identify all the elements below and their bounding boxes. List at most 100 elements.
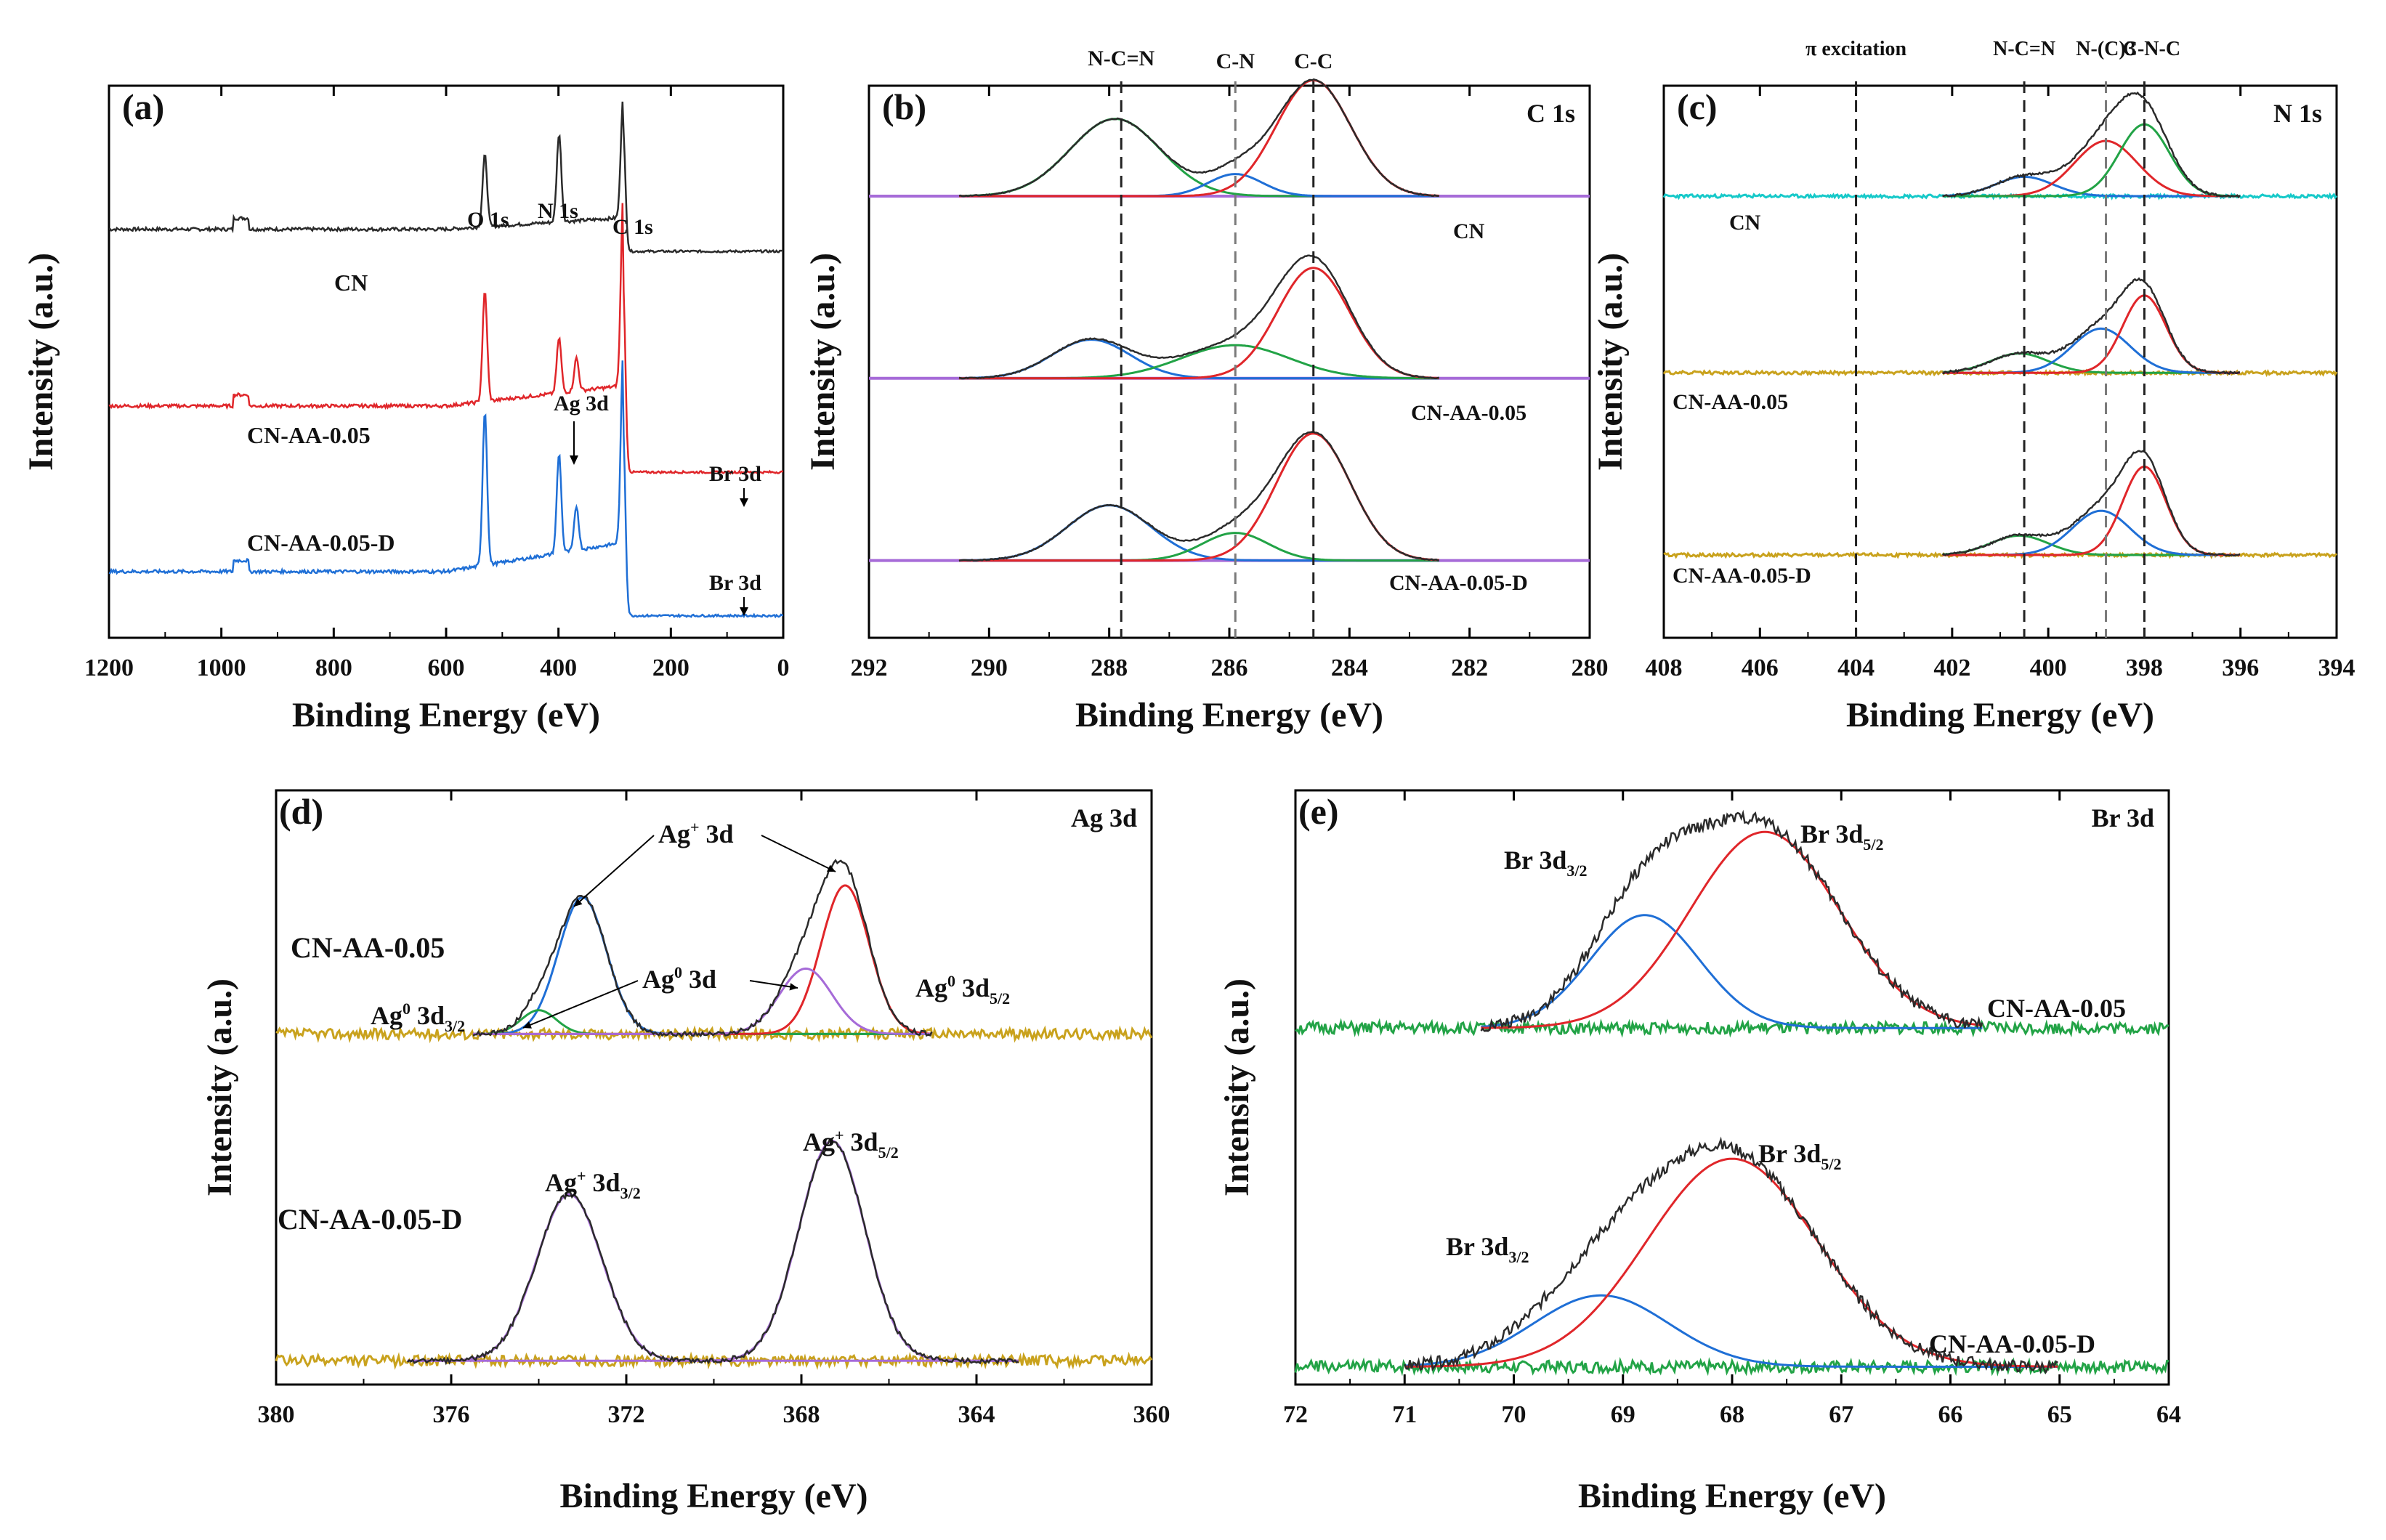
raw-envelope	[1480, 809, 1983, 1032]
fit-component-red	[959, 432, 1439, 562]
b-y-axis-label: Intensity (a.u.)	[804, 253, 842, 471]
survey-series-label: CN-AA-0.05-D	[247, 530, 395, 556]
a-x-axis-label: Binding Energy (eV)	[292, 696, 600, 734]
ag3d-peak-annotation: Ag+ 3d	[658, 818, 734, 848]
fit-component-blue	[1404, 1294, 2058, 1368]
fit-component-red	[1404, 1157, 2058, 1368]
fit-component-blue	[1481, 914, 1983, 1029]
br3d-peak-annotation: Br 3d5/2	[1758, 1139, 1842, 1173]
e-xtick-label: 71	[1392, 1401, 1417, 1428]
b-plot-frame	[868, 84, 1591, 639]
panel-d: 380 376 372 368 364 360 Binding Energy (eV) Int…	[201, 789, 1170, 1515]
ag3d-series-label: CN-AA-0.05	[291, 931, 445, 964]
ag-plus-arrow-right-head	[827, 864, 836, 872]
b-xtick-label: 282	[1451, 654, 1488, 681]
a-panel-label: (a)	[122, 86, 164, 127]
e-xtick-label: 69	[1611, 1401, 1635, 1428]
e-xtick-label: 65	[2047, 1401, 2072, 1428]
d-y-axis-label: Intensity (a.u.)	[201, 978, 239, 1196]
fit-component-blue	[1942, 327, 2240, 374]
raw-envelope	[958, 254, 1440, 380]
e-xtick-label: 70	[1502, 1401, 1526, 1428]
fit-component-red	[1942, 294, 2240, 374]
br3d-peak-annotation: Br 3d3/2	[1446, 1232, 1529, 1266]
e-y-axis-label: Intensity (a.u.)	[1218, 978, 1256, 1196]
n1s-series-label: CN-AA-0.05-D	[1673, 564, 1811, 588]
fit-component-red	[959, 78, 1439, 198]
baseline-e	[1295, 1018, 2169, 1038]
c-x-axis-label: Binding Energy (eV)	[1846, 696, 2154, 734]
raw-envelope	[958, 431, 1439, 562]
ag3d-peak-annotation: Ag0 3d	[642, 963, 716, 994]
raw-envelope	[1404, 1136, 2058, 1374]
br3d-peak-annotation: Br 3d3/2	[1504, 846, 1588, 880]
survey-series-line	[108, 360, 783, 619]
survey-peak-label: N 1s	[538, 199, 578, 223]
a-xtick-label: 400	[540, 654, 577, 681]
c1s-series-label: CN-AA-0.05-D	[1389, 571, 1528, 595]
fit-component-red	[959, 267, 1439, 380]
br3d-series-label: CN-AA-0.05	[1987, 994, 2126, 1023]
e-region-label: Br 3d	[2092, 803, 2154, 832]
a-xtick-label: 600	[428, 654, 465, 681]
fit-component-blue	[959, 339, 1439, 380]
d-panel-label: (d)	[279, 791, 323, 832]
n1s-reference-label: C-N-C	[2123, 38, 2180, 60]
survey-peak-label: Br 3d	[709, 462, 761, 486]
b-region-label: C 1s	[1526, 99, 1575, 128]
b-xtick-label: 284	[1331, 654, 1368, 681]
fit-component-red	[1481, 830, 1983, 1029]
e-xtick-label: 64	[2156, 1401, 2181, 1428]
a-xtick-label: 800	[315, 654, 352, 681]
n1s-reference-label: N-C=N	[1993, 38, 2055, 60]
e-xtick-label: 67	[1829, 1401, 1853, 1428]
n1s-series-label: CN-AA-0.05	[1673, 390, 1788, 414]
a-xtick-label: 1200	[84, 654, 134, 681]
e-xtick-label: 68	[1720, 1401, 1744, 1428]
panel-e: 72 71 70 69 68 67 66 65 64 Binding Energy (eV) Int…	[1218, 789, 2181, 1515]
baseline-d	[275, 1025, 1153, 1044]
survey-peak-label: Br 3d	[709, 571, 761, 595]
c-xtick-label: 408	[1646, 654, 1683, 681]
raw-envelope	[1941, 450, 2241, 557]
fit-component-blue	[959, 173, 1439, 198]
d-xtick-label: 364	[958, 1401, 995, 1428]
ag-arrow-head	[570, 455, 578, 465]
fit-component-green	[1942, 123, 2240, 198]
c1s-reference-label: N-C=N	[1088, 46, 1154, 70]
b-xtick-label: 280	[1572, 654, 1609, 681]
survey-series-label: CN	[334, 270, 368, 296]
b-xtick-label: 290	[971, 654, 1008, 681]
survey-series-line	[108, 203, 784, 475]
panel-a: 1200 1000 800 600 400 200 0 Binding Energy (eV)…	[22, 84, 790, 734]
survey-series-label: CN-AA-0.05	[247, 422, 371, 448]
br-arrow-head-1	[740, 498, 748, 507]
raw-envelope	[1942, 92, 2241, 199]
panel-b: 292 290 288 286 284 282 280 Binding Energy (eV)…	[804, 46, 1609, 734]
c-xtick-label: 400	[2030, 654, 2067, 681]
survey-series-line	[108, 101, 784, 254]
a-xtick-label: 1000	[197, 654, 246, 681]
fit-component-purple	[407, 1193, 1019, 1362]
b-xtick-label: 286	[1211, 654, 1248, 681]
b-x-axis-label: Binding Energy (eV)	[1075, 696, 1383, 734]
c1s-series-label: CN	[1453, 219, 1485, 243]
c-xtick-label: 406	[1742, 654, 1779, 681]
ag3d-series-label: CN-AA-0.05-D	[278, 1203, 462, 1236]
fit-component-green	[959, 532, 1439, 562]
c-xtick-label: 396	[2222, 654, 2259, 681]
a-xtick-label: 0	[777, 654, 790, 681]
c-xtick-label: 394	[2318, 654, 2355, 681]
raw-envelope	[472, 859, 933, 1038]
c-region-label: N 1s	[2273, 99, 2322, 128]
br-arrow-head-2	[740, 607, 748, 616]
ag3d-peak-annotation: Ag+ 3d3/2	[545, 1167, 641, 1202]
e-panel-label: (e)	[1298, 791, 1339, 832]
c-panel-label: (c)	[1677, 86, 1718, 127]
a-xtick-label: 200	[652, 654, 689, 681]
b-xtick-label: 292	[851, 654, 888, 681]
ag3d-peak-annotation: Ag0 3d3/2	[371, 1000, 465, 1035]
d-region-label: Ag 3d	[1071, 803, 1137, 832]
ag-plus-arrow-left	[573, 835, 655, 907]
